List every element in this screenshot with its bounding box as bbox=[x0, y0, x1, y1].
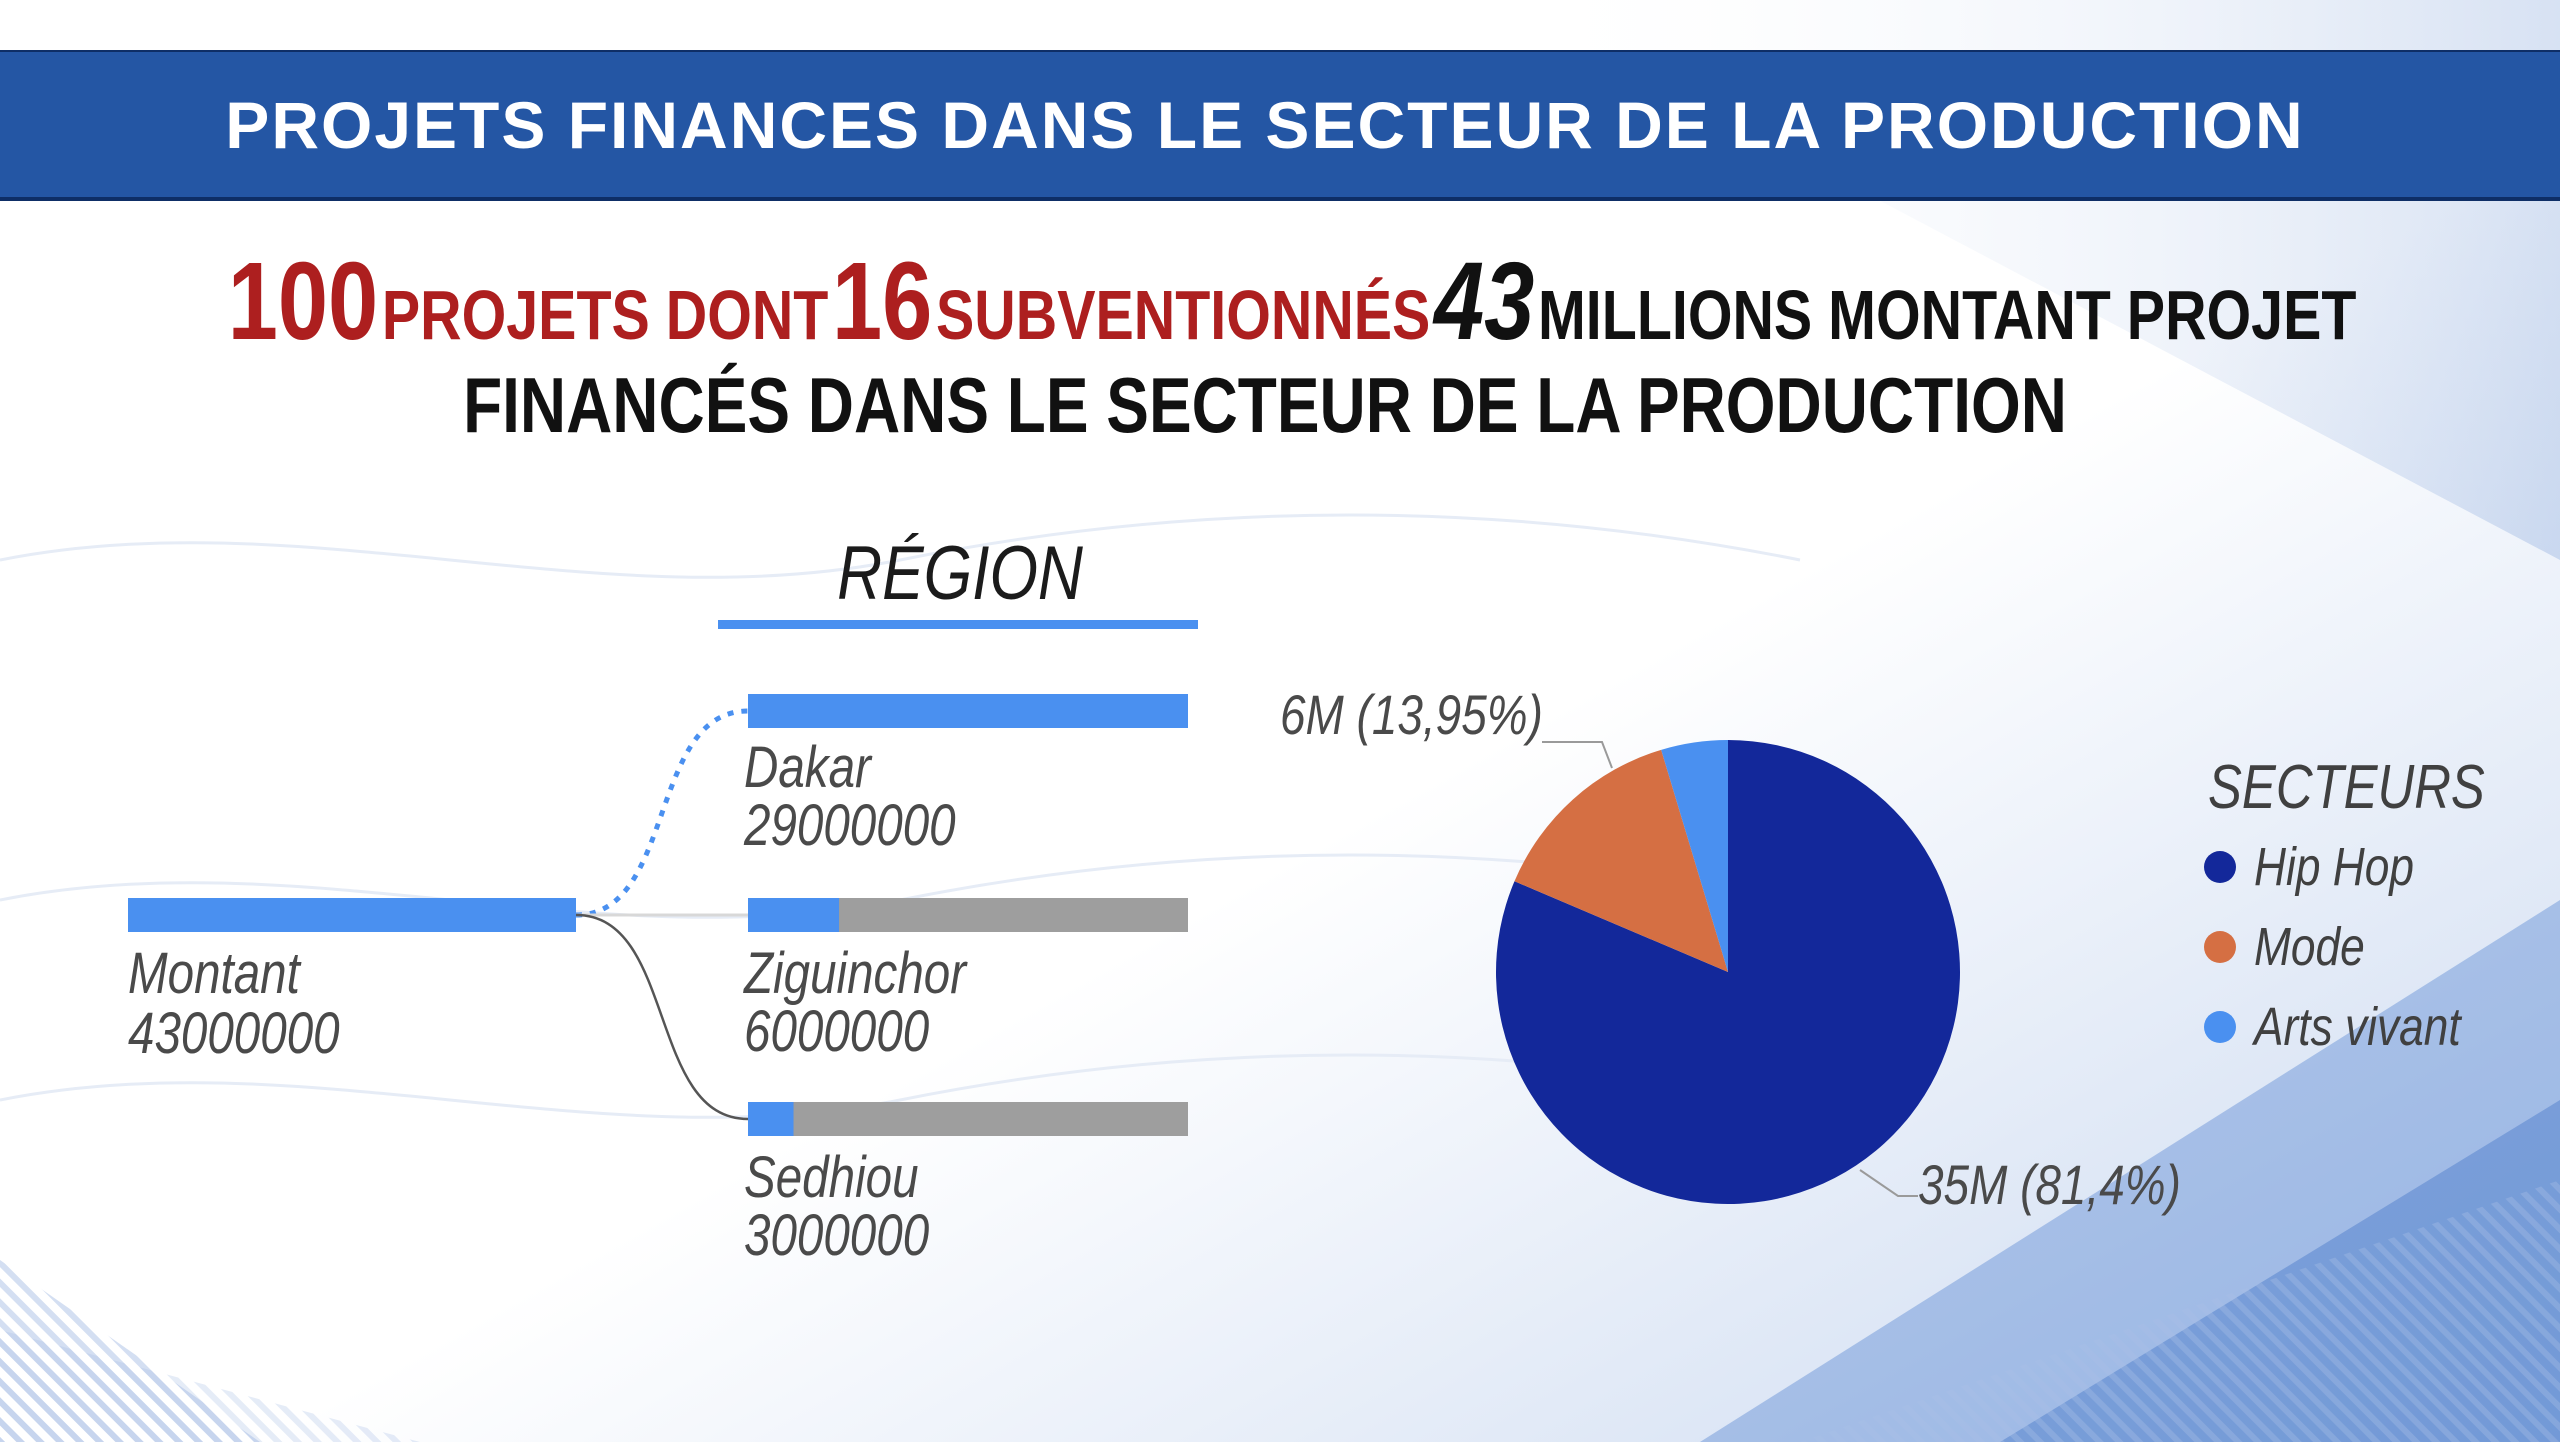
value-label-sedhiou: 3000000 bbox=[744, 1203, 930, 1268]
region-title-underline bbox=[718, 620, 1198, 629]
legend-label-arts-vivant: Arts vivant bbox=[2254, 997, 2461, 1057]
leader-line-mode bbox=[1542, 741, 1613, 769]
amount-label: MILLIONS MONTANT PROJET bbox=[1537, 276, 2357, 354]
legend-dot-hip-hop bbox=[2204, 851, 2236, 883]
projects-label: PROJETS DONT bbox=[381, 276, 829, 354]
legend-item-mode: Mode bbox=[2204, 916, 2389, 978]
category-label-dakar: Dakar bbox=[744, 735, 871, 800]
pie-slice-hip-hop bbox=[1496, 740, 1960, 1204]
headline-line-2: FINANCÉS DANS LE SECTEUR DE LA PRODUCTIO… bbox=[463, 361, 2067, 449]
connector-dakar bbox=[575, 708, 749, 918]
pie-data-label-hip-hop: 35M (81,4%) bbox=[1918, 1153, 2181, 1216]
legend-title: SECTEURS bbox=[2208, 753, 2485, 822]
headline-line-1: 100 PROJETS DONT 16 SUBVENTIONNÉS 43 MIL… bbox=[227, 238, 2357, 365]
root-bar bbox=[128, 898, 576, 932]
legend-item-hip-hop: Hip Hop bbox=[2204, 836, 2449, 898]
subsidized-count: 16 bbox=[832, 240, 933, 363]
bar-dakar bbox=[748, 694, 1188, 728]
legend-label-hip-hop: Hip Hop bbox=[2254, 837, 2414, 897]
bar-sedhiou bbox=[748, 1102, 794, 1136]
connector-sedhiou bbox=[575, 913, 749, 1121]
legend-label-mode: Mode bbox=[2254, 917, 2365, 977]
bar-track-sedhiou bbox=[748, 1102, 1188, 1136]
leader-line-hip-hop bbox=[1859, 1169, 1918, 1197]
sector-pie-chart bbox=[1496, 740, 1960, 1204]
value-label-ziguinchor: 6000000 bbox=[744, 999, 930, 1064]
legend-item-arts-vivant: Arts vivant bbox=[2204, 996, 2506, 1058]
root-category-label: Montant bbox=[128, 941, 300, 1006]
subsidized-label: SUBVENTIONNÉS bbox=[936, 276, 1431, 354]
amount-value: 43 bbox=[1434, 240, 1535, 363]
bar-ziguinchor bbox=[748, 898, 840, 932]
pie-slice-arts-vivant bbox=[1661, 740, 1728, 972]
pie-data-label-mode: 6M (13,95%) bbox=[1280, 683, 1543, 746]
region-chart-title: RÉGION bbox=[837, 531, 1083, 616]
pie-slice-mode bbox=[1514, 749, 1728, 972]
legend-dot-mode bbox=[2204, 931, 2236, 963]
value-label-dakar: 29000000 bbox=[744, 793, 956, 858]
category-label-sedhiou: Sedhiou bbox=[744, 1145, 919, 1210]
region-bar-chart bbox=[128, 694, 1188, 1136]
category-label-ziguinchor: Ziguinchor bbox=[744, 941, 967, 1006]
projects-count: 100 bbox=[227, 240, 379, 363]
legend-dot-arts-vivant bbox=[2204, 1011, 2236, 1043]
root-value-label: 43000000 bbox=[128, 1001, 340, 1066]
banner-title: PROJETS FINANCES DANS LE SECTEUR DE LA P… bbox=[225, 87, 2305, 162]
title-banner: PROJETS FINANCES DANS LE SECTEUR DE LA P… bbox=[0, 50, 2560, 201]
